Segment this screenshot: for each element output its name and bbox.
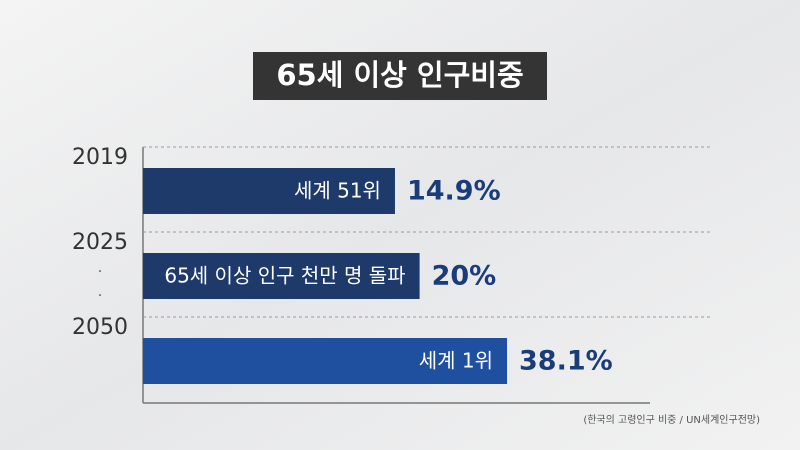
bar (143, 253, 420, 299)
bar-text: 세계 51위 (294, 179, 381, 203)
category-label: 2019 (72, 145, 128, 170)
value-label: 14.9% (407, 176, 501, 207)
bar-text: 65세 이상 인구 천만 명 돌파 (164, 264, 405, 288)
category-label: 2025 (72, 230, 128, 255)
source: (한국의 고령인구 비중 / UN세계인구전망) (583, 414, 760, 426)
category-label: 2050 (72, 315, 128, 340)
bar (143, 168, 395, 214)
bar (143, 338, 508, 384)
value-label: 20% (432, 261, 497, 292)
dot: · (98, 264, 102, 280)
dot: · (98, 288, 102, 304)
value-label: 38.1% (519, 346, 613, 377)
bar-text: 세계 1위 (419, 349, 493, 373)
title-box (253, 52, 547, 100)
chart-title: 65세 이상 인구비중 (276, 58, 523, 92)
